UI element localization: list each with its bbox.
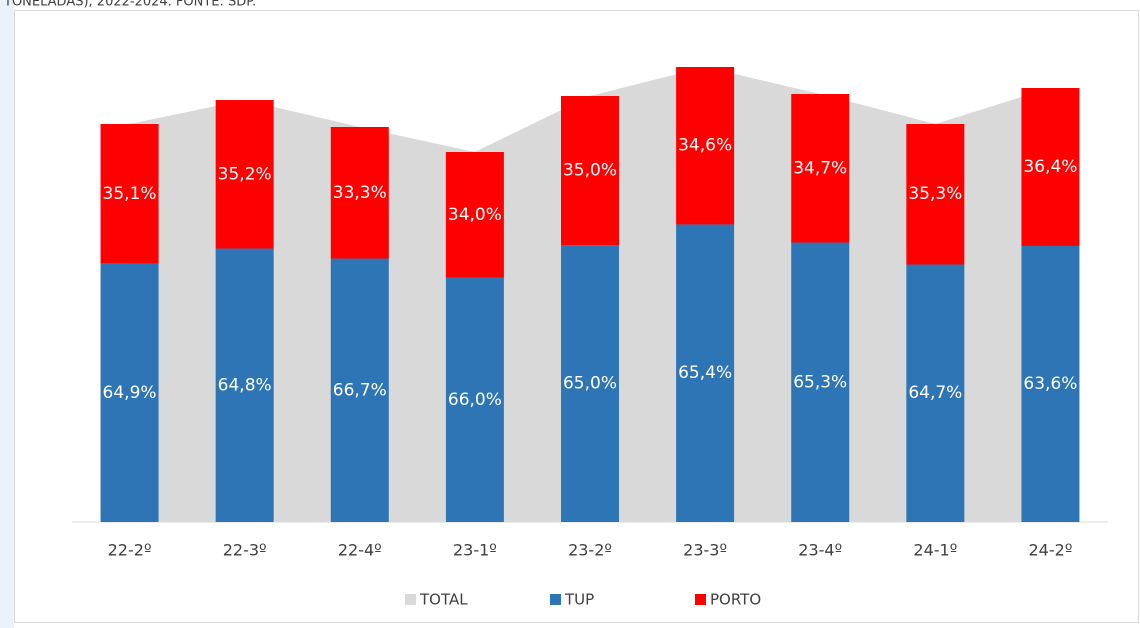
x-tick-label: 24-2º <box>1029 541 1073 560</box>
tup-bar <box>445 277 504 522</box>
x-tick-label: 22-3º <box>223 541 267 560</box>
tup-bar <box>215 248 274 522</box>
porto-bar <box>1021 88 1080 246</box>
tup-bar <box>1021 245 1080 522</box>
value-label: 65,4% <box>678 363 732 383</box>
value-label: 64,9% <box>103 383 157 403</box>
tup-bar <box>100 263 159 522</box>
legend-label: PORTO <box>710 591 761 609</box>
tup-bar <box>561 245 619 522</box>
value-label: 36,4% <box>1023 157 1077 177</box>
x-tick-label: 23-3º <box>683 541 727 560</box>
chart-title: TONELADAS), 2022-2024. FONTE: SDP. <box>3 0 256 10</box>
x-tick-label: 23-1º <box>453 541 497 560</box>
tup-bar <box>791 242 850 523</box>
tup-bar <box>906 264 965 522</box>
value-label: 65,3% <box>793 372 847 392</box>
value-label: 35,0% <box>563 161 617 181</box>
value-label: 65,0% <box>563 374 617 394</box>
porto-bar <box>100 124 159 264</box>
value-label: 35,1% <box>103 184 157 204</box>
side-stripe <box>0 0 14 628</box>
value-label: 34,7% <box>793 158 847 178</box>
porto-bar <box>561 96 619 246</box>
value-label: 35,3% <box>908 184 962 204</box>
legend-label: TOTAL <box>419 591 468 609</box>
value-label: 33,3% <box>333 183 387 203</box>
x-tick-label: 23-2º <box>568 541 612 560</box>
value-label: 66,7% <box>333 380 387 400</box>
legend-label: TUP <box>564 591 594 609</box>
value-label: 34,6% <box>678 136 732 156</box>
porto-bar <box>445 152 504 278</box>
x-tick-label: 24-1º <box>913 541 957 560</box>
value-label: 35,2% <box>218 164 272 184</box>
porto-bar <box>330 127 389 259</box>
value-label: 34,0% <box>448 205 502 225</box>
legend-swatch <box>695 594 706 605</box>
value-label: 66,0% <box>448 390 502 410</box>
porto-bar <box>676 67 735 225</box>
x-tick-label: 23-4º <box>798 541 842 560</box>
tup-bar <box>676 224 735 522</box>
value-label: 64,7% <box>908 383 962 403</box>
legend-swatch <box>550 594 561 605</box>
tup-bar <box>330 258 389 522</box>
x-tick-label: 22-4º <box>338 541 382 560</box>
porto-bar <box>215 100 274 249</box>
porto-bar <box>906 124 965 265</box>
x-tick-label: 22-2º <box>108 541 152 560</box>
legend-swatch <box>405 594 416 605</box>
value-label: 64,8% <box>218 375 272 395</box>
porto-bar <box>791 94 850 243</box>
value-label: 63,6% <box>1023 374 1077 394</box>
